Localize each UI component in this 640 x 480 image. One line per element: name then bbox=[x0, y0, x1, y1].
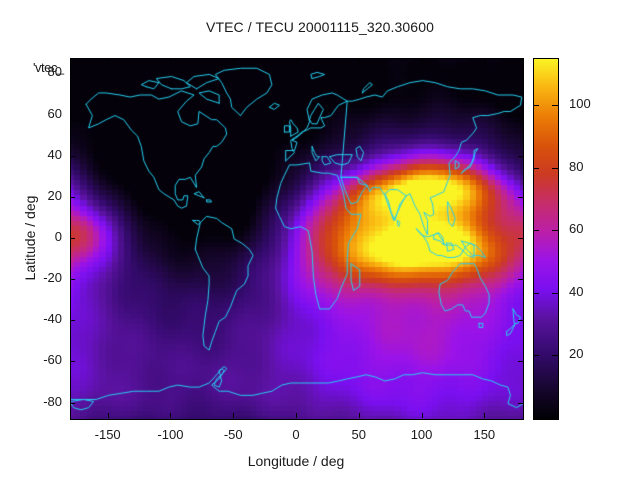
y-tick-label: -60 bbox=[43, 352, 62, 368]
colorbar-tick-label: 60 bbox=[569, 221, 584, 237]
x-tick-label: 50 bbox=[351, 427, 366, 442]
y-tick-mark-right bbox=[518, 361, 523, 363]
y-tick-mark bbox=[70, 114, 75, 116]
x-tick-label: -50 bbox=[223, 427, 243, 442]
y-tick-mark bbox=[70, 238, 75, 239]
colorbar-tick-mark-right bbox=[552, 230, 558, 232]
y-tick-mark bbox=[70, 279, 75, 281]
y-tick-mark bbox=[70, 196, 75, 198]
y-tick-mark-right bbox=[518, 155, 523, 157]
y-tick-mark bbox=[70, 155, 75, 157]
y-tick-mark bbox=[70, 361, 75, 363]
x-tick-mark-top bbox=[484, 59, 486, 64]
x-tick-mark bbox=[170, 413, 172, 418]
x-tick-label: 100 bbox=[410, 427, 433, 442]
colorbar-tick-mark-right bbox=[552, 355, 558, 357]
x-tick-mark bbox=[484, 413, 486, 418]
y-tick-label: 0 bbox=[54, 229, 62, 244]
y-tick-mark bbox=[70, 402, 75, 404]
y-tick-label: -20 bbox=[43, 270, 62, 286]
x-tick-label: -150 bbox=[94, 427, 121, 442]
colorbar-tick-mark bbox=[533, 292, 539, 294]
x-tick-mark bbox=[107, 413, 109, 418]
y-tick-label: 40 bbox=[47, 146, 62, 162]
y-tick-mark-right bbox=[518, 73, 523, 75]
x-tick-label: -100 bbox=[157, 427, 184, 442]
colorbar-tick-label: 100 bbox=[569, 95, 591, 111]
figure-title: VTEC / TECU 20001115_320.30600 bbox=[206, 19, 434, 35]
y-tick-mark-right bbox=[518, 279, 523, 281]
y-tick-mark bbox=[70, 73, 75, 75]
y-tick-label: 80 bbox=[47, 64, 62, 80]
y-tick-label: -40 bbox=[43, 311, 62, 327]
x-tick-mark bbox=[358, 413, 360, 418]
y-tick-mark-right bbox=[518, 196, 523, 198]
colorbar-tick-label: 80 bbox=[569, 158, 584, 174]
clipped-axis-annotation: 'vtec_ bbox=[33, 60, 64, 75]
colorbar-tick-mark-right bbox=[552, 292, 558, 294]
x-tick-mark bbox=[296, 413, 297, 418]
x-tick-mark-top bbox=[421, 59, 423, 64]
y-tick-label: -80 bbox=[43, 393, 62, 409]
x-tick-mark-top bbox=[170, 59, 172, 64]
colorbar-tick-mark-right bbox=[552, 104, 558, 106]
colorbar-tick-mark bbox=[533, 167, 539, 169]
map-plot-area[interactable] bbox=[70, 58, 524, 420]
y-tick-mark bbox=[70, 320, 75, 322]
colorbar-tick-mark bbox=[533, 104, 539, 106]
y-tick-label: 20 bbox=[47, 187, 62, 203]
colorbar-tick-mark-right bbox=[552, 167, 558, 169]
y-axis-label: Latitude / deg bbox=[22, 195, 38, 281]
x-tick-label: 150 bbox=[473, 427, 496, 442]
colorbar-tick-label: 40 bbox=[569, 283, 584, 299]
y-tick-mark-right bbox=[518, 402, 523, 404]
colorbar-gradient bbox=[534, 59, 558, 419]
x-tick-mark bbox=[233, 413, 235, 418]
vtec-heatmap-canvas bbox=[71, 59, 523, 419]
x-tick-mark-top bbox=[107, 59, 109, 64]
y-tick-mark-right bbox=[518, 114, 523, 116]
colorbar-tick-mark bbox=[533, 355, 539, 357]
x-tick-mark-top bbox=[296, 59, 297, 64]
x-tick-mark-top bbox=[358, 59, 360, 64]
x-tick-mark bbox=[421, 413, 423, 418]
x-tick-mark-top bbox=[233, 59, 235, 64]
y-tick-mark-right bbox=[518, 320, 523, 322]
colorbar[interactable] bbox=[533, 58, 559, 420]
x-tick-label: 0 bbox=[292, 427, 300, 442]
colorbar-tick-label: 20 bbox=[569, 346, 584, 362]
x-axis-label: Longitude / deg bbox=[247, 453, 345, 469]
y-tick-mark-right bbox=[518, 238, 523, 239]
colorbar-tick-mark bbox=[533, 230, 539, 232]
y-tick-label: 60 bbox=[47, 105, 62, 121]
